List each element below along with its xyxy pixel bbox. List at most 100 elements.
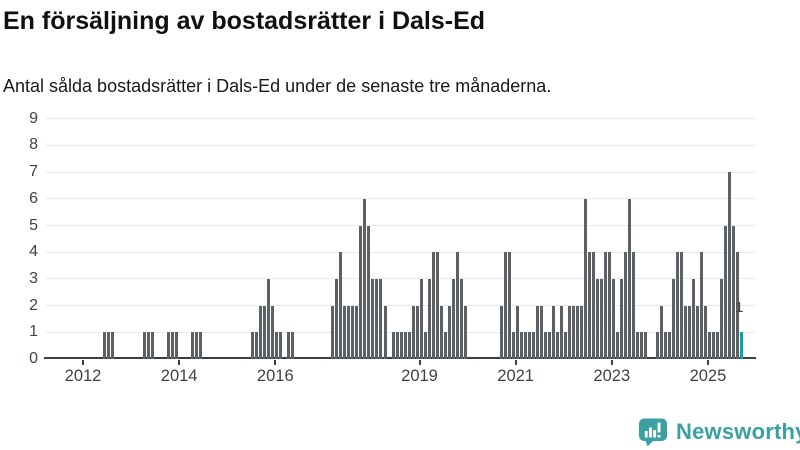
bar	[687, 305, 691, 359]
x-tick-label: 2019	[401, 367, 438, 385]
bar	[419, 278, 423, 359]
bar	[359, 225, 363, 359]
bar	[603, 252, 607, 359]
bar	[451, 278, 455, 359]
bar	[271, 305, 275, 359]
bar	[507, 252, 511, 359]
x-tick	[706, 360, 709, 365]
bar	[551, 305, 555, 359]
x-tick-label: 2021	[497, 367, 534, 385]
bar	[339, 252, 343, 359]
y-tick-label: 0	[29, 350, 38, 367]
y-tick-label: 9	[29, 109, 38, 127]
bar	[643, 332, 647, 359]
bar	[199, 332, 203, 359]
bar	[143, 332, 147, 359]
bar	[591, 252, 595, 359]
gridline	[46, 278, 755, 280]
bar	[527, 332, 531, 359]
y-tick-label: 6	[29, 189, 38, 207]
bar	[635, 332, 639, 359]
bar	[455, 252, 459, 359]
bar	[571, 305, 575, 359]
last-value-label: 1	[735, 299, 744, 316]
bar	[555, 332, 559, 359]
bar	[191, 332, 195, 359]
gridline	[46, 144, 755, 146]
bar	[595, 278, 599, 359]
bar	[167, 332, 171, 359]
bar	[275, 332, 279, 359]
bar	[627, 198, 631, 359]
x-tick	[178, 360, 181, 365]
bar	[459, 278, 463, 359]
bar	[575, 305, 579, 359]
bar	[431, 252, 435, 359]
bar	[675, 252, 679, 359]
bar	[511, 332, 515, 359]
bar	[383, 305, 387, 359]
bar	[691, 278, 695, 359]
bar	[715, 332, 719, 359]
x-tick-label: 2025	[689, 367, 727, 385]
x-tick-label: 2014	[160, 367, 198, 385]
bar	[599, 278, 603, 359]
x-tick-label: 2012	[64, 367, 102, 385]
y-tick-label: 8	[29, 136, 38, 154]
bar	[671, 278, 675, 359]
bar	[699, 252, 703, 359]
bar	[331, 305, 335, 359]
bar	[263, 305, 267, 359]
bar	[583, 198, 587, 359]
bar	[711, 332, 715, 359]
chart-subtitle: Antal sålda bostadsrätter i Dals-Ed unde…	[3, 76, 552, 96]
bar	[175, 332, 179, 359]
y-tick-label: 1	[29, 323, 38, 341]
bar	[375, 278, 379, 359]
gridline	[46, 198, 755, 200]
bar	[563, 332, 567, 359]
bar	[407, 332, 411, 359]
bar	[663, 332, 667, 359]
x-tick-label: 2016	[256, 367, 294, 385]
bar	[736, 252, 740, 359]
bar	[559, 305, 563, 359]
bar	[503, 252, 507, 359]
bar	[255, 332, 259, 359]
bar	[399, 332, 403, 359]
bar	[391, 332, 395, 359]
bar	[171, 332, 175, 359]
bar	[659, 305, 663, 359]
bar	[679, 252, 683, 359]
bar	[371, 278, 375, 359]
bar	[728, 172, 732, 359]
x-tick	[82, 360, 84, 365]
bar	[515, 305, 519, 359]
bar	[379, 278, 383, 359]
bar	[732, 225, 736, 359]
bar	[291, 332, 295, 359]
bar	[703, 305, 707, 359]
bar	[547, 332, 551, 359]
bar	[724, 225, 728, 359]
bar	[623, 252, 627, 359]
bar	[195, 332, 199, 359]
newsworthy-logo[interactable]: Newsworthy	[638, 417, 800, 447]
bar	[279, 332, 283, 359]
bar	[631, 252, 635, 359]
bar	[439, 305, 443, 359]
bar	[579, 305, 583, 359]
bar	[343, 305, 347, 359]
bar	[367, 225, 371, 359]
bar	[655, 332, 659, 359]
bar	[720, 278, 724, 359]
newsworthy-icon	[638, 418, 668, 447]
bar	[355, 305, 359, 359]
bar	[535, 305, 539, 359]
bar	[499, 305, 503, 359]
y-tick-label: 3	[29, 269, 38, 287]
bar	[615, 332, 619, 359]
x-tick	[418, 360, 421, 365]
gridline	[46, 225, 755, 226]
